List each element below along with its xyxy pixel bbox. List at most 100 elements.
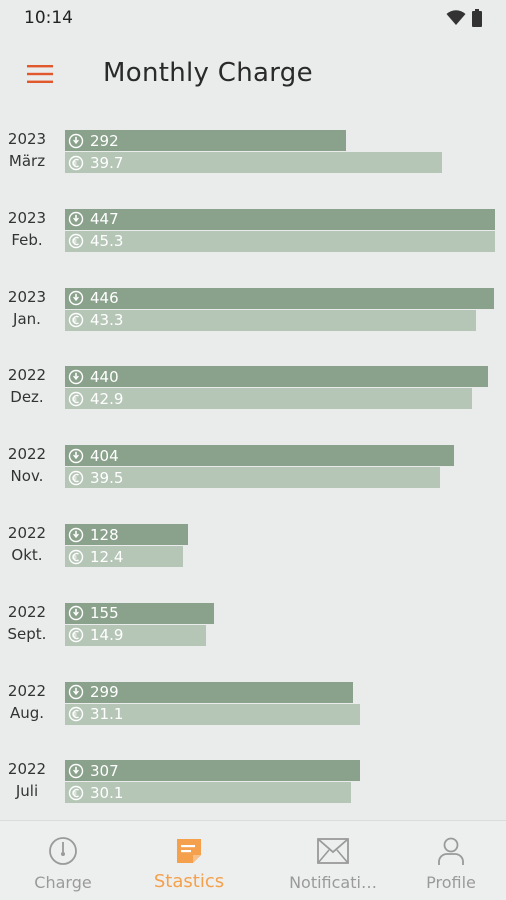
secondary-value-bar: 31.1 bbox=[65, 703, 361, 725]
secondary-value-label: 43.3 bbox=[90, 311, 124, 330]
primary-value-label: 447 bbox=[90, 210, 119, 229]
status-icons bbox=[446, 9, 482, 27]
status-time: 10:14 bbox=[24, 8, 73, 28]
euro-icon bbox=[68, 391, 84, 407]
euro-icon bbox=[68, 706, 84, 722]
power-icon bbox=[68, 763, 84, 779]
euro-icon bbox=[68, 549, 84, 565]
bottom-navigation: Charge Stastics Notificati… Profile bbox=[0, 820, 506, 900]
chart-row: 2023 Feb. 447 45.3 bbox=[0, 205, 506, 253]
secondary-value-bar: 42.9 bbox=[65, 388, 473, 410]
row-month-label: Okt. bbox=[11, 546, 43, 564]
row-month-label: Jan. bbox=[13, 309, 41, 328]
primary-value-label: 299 bbox=[90, 683, 119, 702]
secondary-value-bar: 43.3 bbox=[65, 309, 476, 331]
row-year-label: 2023 bbox=[7, 287, 47, 306]
nav-item-notifications[interactable]: Notificati… bbox=[270, 821, 396, 900]
primary-value-bar: 299 bbox=[65, 681, 353, 703]
row-year-label: 2023 bbox=[7, 130, 47, 148]
secondary-value-bar: 30.1 bbox=[65, 782, 351, 804]
row-month-label: März bbox=[8, 152, 46, 170]
euro-icon bbox=[68, 233, 84, 249]
chart-row: 2022 Sept. 155 14.9 bbox=[0, 599, 506, 647]
hamburger-menu-icon bbox=[27, 65, 53, 83]
nav-label-statistics: Stastics bbox=[153, 871, 225, 892]
chart-row: 2023 März 292 39.7 bbox=[0, 126, 506, 174]
app-bar: Monthly Charge bbox=[0, 44, 506, 104]
row-year-label: 2022 bbox=[7, 760, 47, 779]
primary-value-label: 128 bbox=[90, 525, 119, 544]
secondary-value-label: 12.4 bbox=[90, 547, 124, 566]
person-icon bbox=[435, 835, 467, 867]
row-month-label: Dez. bbox=[10, 388, 44, 407]
primary-value-bar: 440 bbox=[65, 366, 489, 388]
row-month-label: Nov. bbox=[10, 467, 44, 486]
primary-value-label: 292 bbox=[90, 131, 119, 150]
wifi-icon bbox=[446, 10, 466, 25]
chart-row: 2022 Dez. 440 42.9 bbox=[0, 362, 506, 410]
chart-row: 2023 Jan. 446 43.3 bbox=[0, 284, 506, 332]
nav-label-profile: Profile bbox=[426, 873, 476, 892]
primary-value-bar: 155 bbox=[65, 602, 215, 624]
primary-value-label: 446 bbox=[90, 289, 119, 308]
menu-button[interactable] bbox=[22, 60, 58, 88]
secondary-value-label: 14.9 bbox=[90, 626, 124, 645]
status-bar: 10:14 bbox=[0, 0, 506, 36]
secondary-value-bar: 39.5 bbox=[65, 467, 440, 489]
nav-item-charge[interactable]: Charge bbox=[0, 821, 126, 900]
secondary-value-label: 39.5 bbox=[90, 468, 124, 487]
page-title: Monthly Charge bbox=[103, 58, 313, 88]
primary-value-bar: 307 bbox=[65, 760, 361, 782]
row-year-label: 2022 bbox=[7, 445, 47, 464]
primary-value-label: 155 bbox=[90, 604, 119, 623]
primary-value-label: 307 bbox=[90, 761, 119, 780]
chart-row: 2022 Okt. 128 12.4 bbox=[0, 520, 506, 568]
euro-icon bbox=[68, 785, 84, 801]
row-month-label: Feb. bbox=[11, 230, 43, 249]
row-year-label: 2022 bbox=[7, 602, 47, 621]
nav-item-statistics[interactable]: Stastics bbox=[126, 821, 252, 900]
row-month-label: Juli bbox=[15, 782, 39, 801]
power-icon bbox=[68, 369, 84, 385]
power-icon bbox=[68, 448, 84, 464]
secondary-value-bar: 39.7 bbox=[65, 152, 442, 173]
euro-icon bbox=[68, 312, 84, 328]
primary-value-bar: 447 bbox=[65, 208, 495, 230]
secondary-value-bar: 14.9 bbox=[65, 624, 207, 646]
power-icon bbox=[68, 527, 84, 543]
chart-row: 2022 Juli 307 30.1 bbox=[0, 756, 506, 804]
primary-value-bar: 404 bbox=[65, 445, 454, 467]
secondary-value-label: 42.9 bbox=[90, 389, 124, 408]
euro-icon bbox=[68, 155, 84, 171]
battery-icon bbox=[472, 9, 482, 27]
nav-item-profile[interactable]: Profile bbox=[388, 821, 506, 900]
row-month-label: Sept. bbox=[7, 624, 47, 643]
row-year-label: 2022 bbox=[7, 681, 47, 700]
row-year-label: 2022 bbox=[7, 366, 47, 385]
power-icon bbox=[68, 133, 84, 149]
row-year-label: 2023 bbox=[7, 208, 47, 227]
euro-icon bbox=[68, 627, 84, 643]
chart-row: 2022 Aug. 299 31.1 bbox=[0, 678, 506, 726]
mail-icon bbox=[317, 835, 349, 867]
primary-value-bar: 446 bbox=[65, 287, 495, 309]
secondary-value-label: 31.1 bbox=[90, 705, 124, 724]
primary-value-bar: 292 bbox=[65, 130, 346, 151]
secondary-value-label: 45.3 bbox=[90, 232, 124, 251]
nav-label-charge: Charge bbox=[34, 873, 92, 892]
nav-label-notifications: Notificati… bbox=[289, 873, 377, 892]
primary-value-bar: 128 bbox=[65, 524, 189, 545]
power-icon bbox=[68, 211, 84, 227]
row-month-label: Aug. bbox=[9, 703, 45, 722]
secondary-value-label: 30.1 bbox=[90, 783, 124, 802]
row-year-label: 2022 bbox=[7, 524, 47, 542]
secondary-value-label: 39.7 bbox=[90, 153, 124, 172]
primary-value-label: 440 bbox=[90, 367, 119, 386]
secondary-value-bar: 12.4 bbox=[65, 546, 183, 567]
monthly-charge-chart: 2023 März 292 39.7 2023 Feb. 447 45.3 2023 Jan. 44… bbox=[0, 126, 506, 816]
gauge-icon bbox=[47, 835, 79, 867]
chart-row: 2022 Nov. 404 39.5 bbox=[0, 441, 506, 489]
power-icon bbox=[68, 684, 84, 700]
power-icon bbox=[68, 290, 84, 306]
power-icon bbox=[68, 605, 84, 621]
